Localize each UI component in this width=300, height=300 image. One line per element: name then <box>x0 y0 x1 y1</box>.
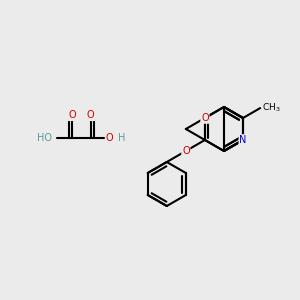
Text: O: O <box>87 110 94 120</box>
Text: O: O <box>182 146 190 156</box>
Text: O: O <box>106 133 113 143</box>
Text: O: O <box>68 110 76 120</box>
Text: H: H <box>118 133 126 143</box>
Text: O: O <box>201 113 209 123</box>
Text: N: N <box>239 135 247 145</box>
Text: CH$_3$: CH$_3$ <box>262 102 281 114</box>
Text: HO: HO <box>37 133 52 143</box>
